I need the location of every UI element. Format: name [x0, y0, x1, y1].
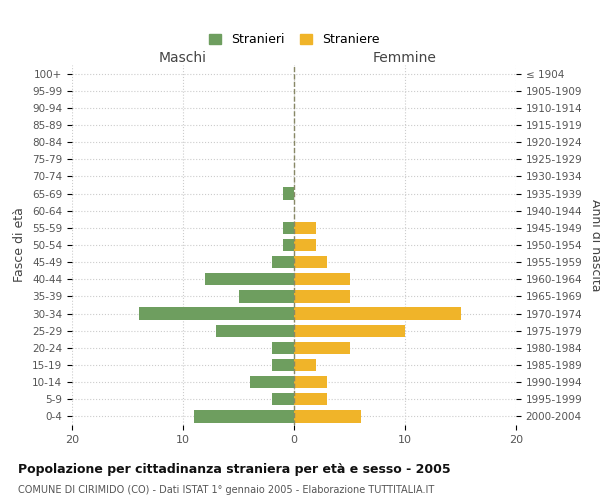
Bar: [294, 376, 328, 388]
Bar: [294, 393, 328, 406]
Text: Popolazione per cittadinanza straniera per età e sesso - 2005: Popolazione per cittadinanza straniera p…: [18, 462, 451, 475]
Bar: [294, 308, 461, 320]
Y-axis label: Anni di nascita: Anni di nascita: [589, 198, 600, 291]
Text: Maschi: Maschi: [159, 51, 207, 65]
Bar: [294, 324, 405, 337]
Text: COMUNE DI CIRIMIDO (CO) - Dati ISTAT 1° gennaio 2005 - Elaborazione TUTTITALIA.I: COMUNE DI CIRIMIDO (CO) - Dati ISTAT 1° …: [18, 485, 434, 495]
Bar: [294, 342, 349, 354]
Legend: Stranieri, Straniere: Stranieri, Straniere: [203, 28, 385, 51]
Bar: [139, 308, 294, 320]
Bar: [239, 290, 294, 302]
Bar: [294, 359, 316, 371]
Bar: [272, 359, 294, 371]
Bar: [283, 222, 294, 234]
Bar: [294, 410, 361, 422]
Bar: [205, 273, 294, 285]
Bar: [272, 256, 294, 268]
Bar: [283, 188, 294, 200]
Bar: [194, 410, 294, 422]
Bar: [283, 239, 294, 251]
Bar: [272, 342, 294, 354]
Bar: [294, 290, 349, 302]
Y-axis label: Fasce di età: Fasce di età: [13, 208, 26, 282]
Bar: [294, 239, 316, 251]
Bar: [294, 222, 316, 234]
Bar: [294, 256, 328, 268]
Bar: [216, 324, 294, 337]
Bar: [272, 393, 294, 406]
Text: Femmine: Femmine: [373, 51, 437, 65]
Bar: [294, 273, 349, 285]
Bar: [250, 376, 294, 388]
